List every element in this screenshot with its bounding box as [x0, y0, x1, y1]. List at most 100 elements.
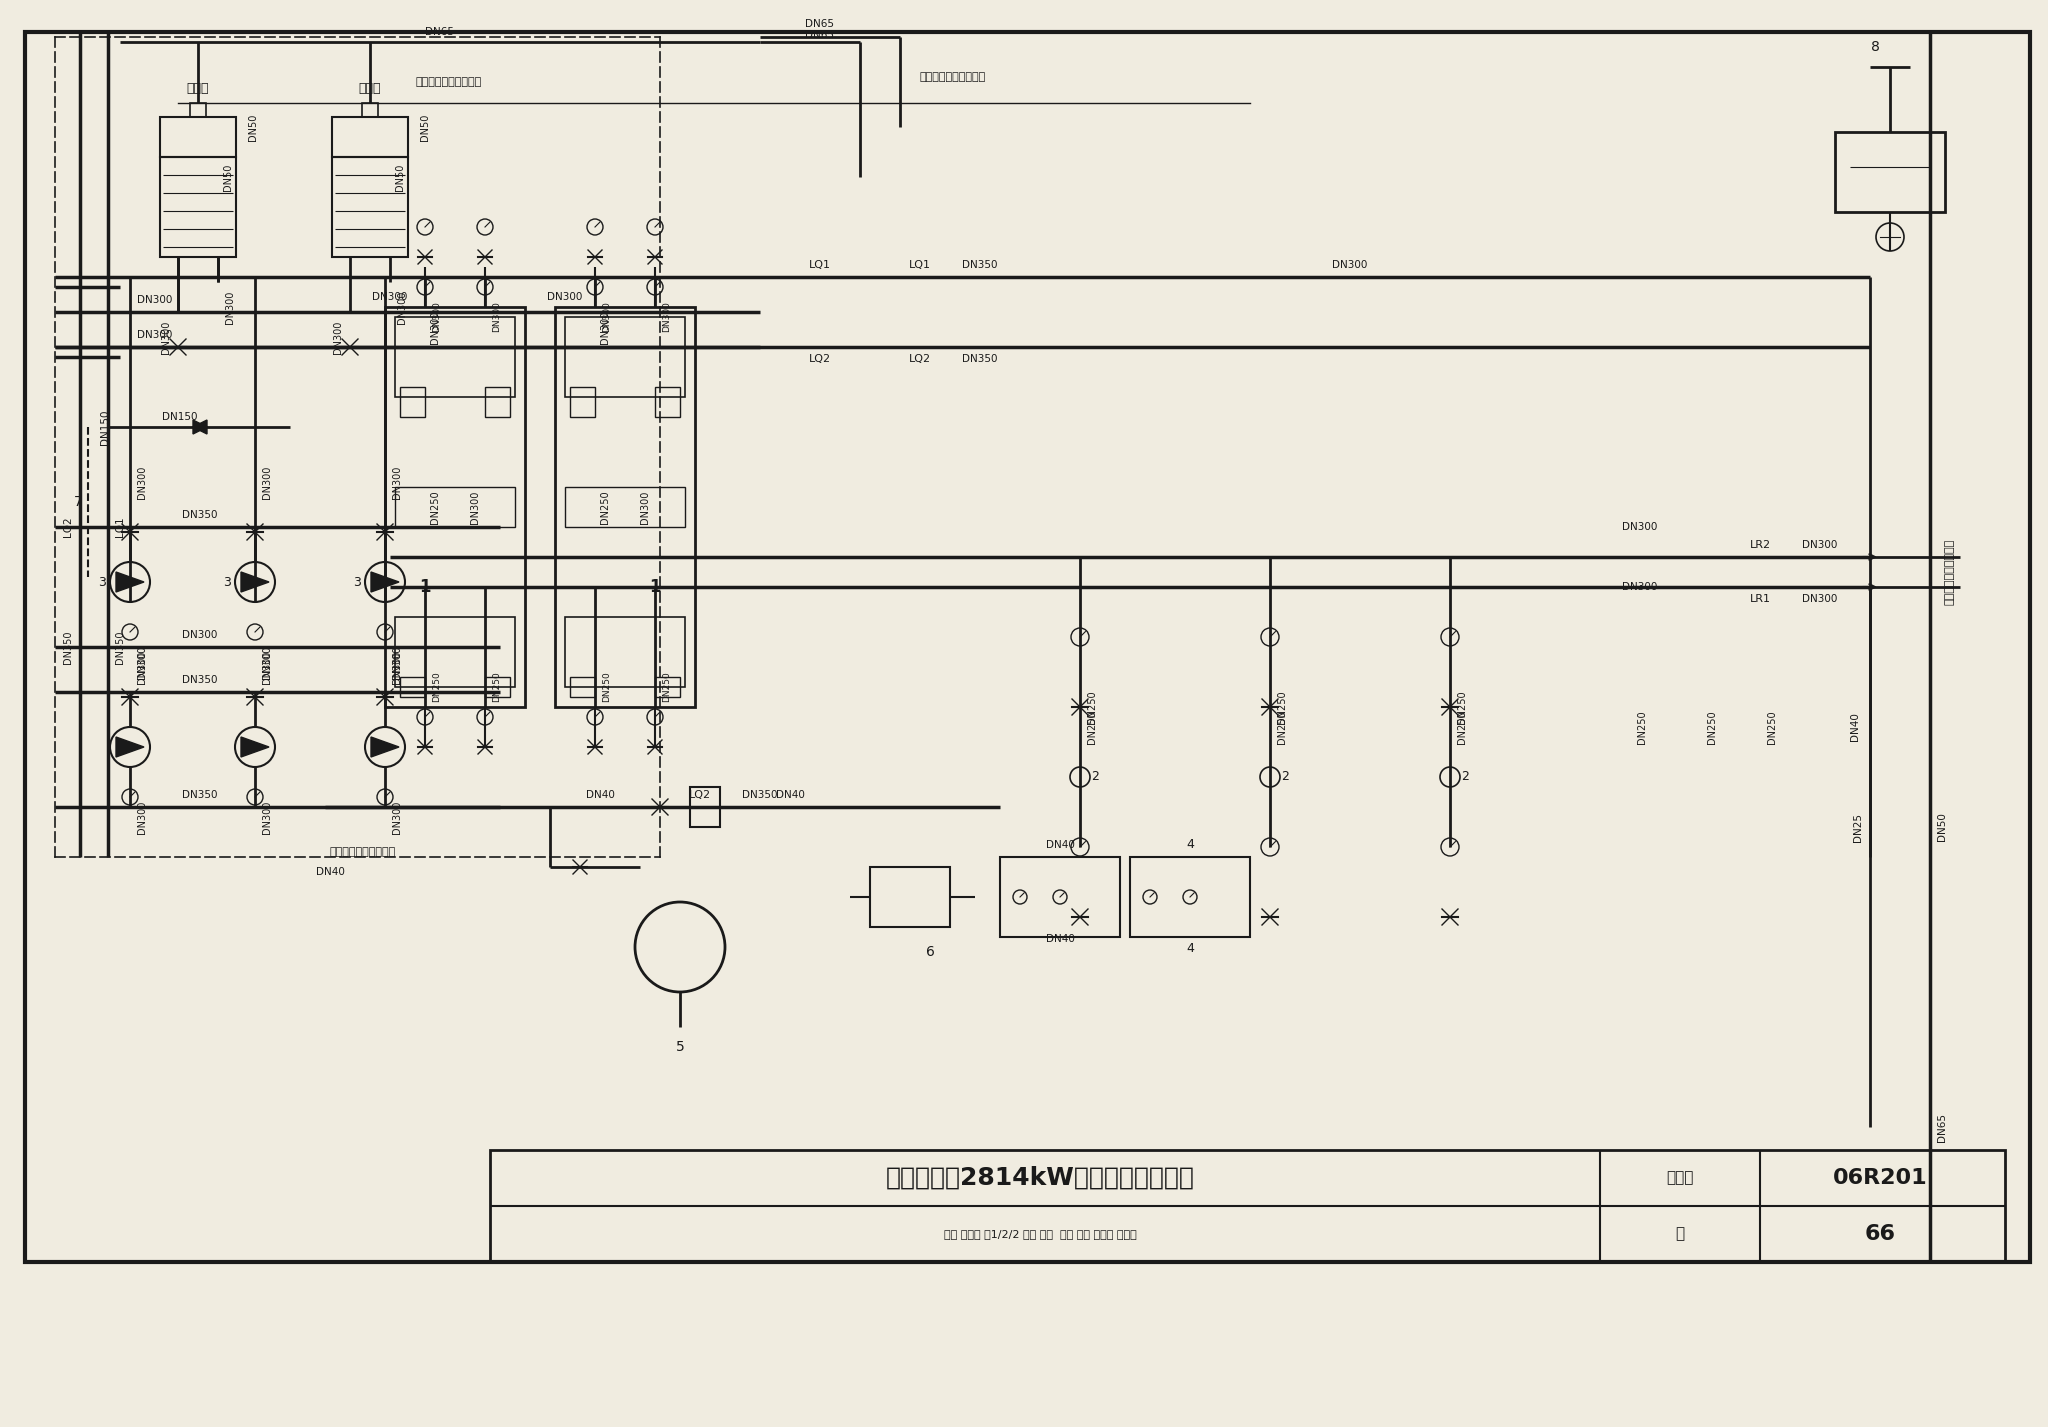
Text: DN40: DN40 — [1047, 935, 1075, 945]
Text: DN50: DN50 — [395, 163, 406, 191]
Text: DN300: DN300 — [391, 645, 401, 679]
Text: DN300: DN300 — [137, 295, 172, 305]
Bar — [655, 676, 680, 696]
Bar — [25, 31, 2030, 1261]
Text: DN350: DN350 — [182, 675, 217, 685]
Text: DN65: DN65 — [426, 27, 455, 37]
Bar — [160, 117, 236, 157]
Text: DN300: DN300 — [182, 629, 217, 639]
Bar — [1835, 133, 1946, 213]
Text: DN250: DN250 — [662, 672, 672, 702]
Text: DN350: DN350 — [182, 791, 217, 801]
Text: DN300: DN300 — [391, 651, 401, 684]
Text: DN150: DN150 — [162, 412, 199, 422]
Text: DN300: DN300 — [391, 801, 401, 833]
Text: 接至用户空调供回水管: 接至用户空调供回水管 — [1946, 539, 1956, 605]
Polygon shape — [371, 736, 399, 756]
Text: DN250: DN250 — [1636, 711, 1647, 743]
Bar — [569, 387, 596, 417]
Text: DN250: DN250 — [492, 672, 502, 702]
Text: DN50: DN50 — [248, 113, 258, 141]
Polygon shape — [242, 572, 268, 592]
Text: DN300: DN300 — [639, 491, 649, 524]
Text: 申核 王淑敏 日1/2/2 校对 徐翘  绿翘 设计 黄金龙 为金龙: 申核 王淑敏 日1/2/2 校对 徐翘 绿翘 设计 黄金龙 为金龙 — [944, 1229, 1137, 1239]
Bar — [485, 676, 510, 696]
Bar — [395, 616, 514, 686]
Text: LQ2: LQ2 — [809, 354, 831, 364]
Text: DN300: DN300 — [430, 310, 440, 344]
Text: DN25: DN25 — [1853, 812, 1864, 842]
Text: DN250: DN250 — [1767, 711, 1778, 743]
Text: DN50: DN50 — [223, 163, 233, 191]
Text: 4: 4 — [1186, 942, 1194, 956]
Bar — [569, 676, 596, 696]
Text: DN300: DN300 — [137, 645, 147, 679]
Text: 接自来水及侧流防止器: 接自来水及侧流防止器 — [330, 848, 395, 858]
Bar — [385, 307, 524, 706]
Bar — [565, 487, 684, 527]
Text: DN350: DN350 — [63, 631, 74, 664]
Text: 3: 3 — [352, 575, 360, 588]
Text: LQ1: LQ1 — [115, 517, 125, 538]
Text: DN300: DN300 — [137, 330, 172, 340]
Text: 66: 66 — [1864, 1224, 1896, 1244]
Bar — [655, 387, 680, 417]
Text: LQ2: LQ2 — [909, 354, 932, 364]
Text: DN250: DN250 — [432, 672, 442, 702]
Text: DN65: DN65 — [1937, 1113, 1948, 1142]
Bar — [160, 157, 236, 257]
Text: DN300: DN300 — [137, 465, 147, 498]
Text: DN300: DN300 — [162, 320, 170, 354]
Text: 1: 1 — [649, 578, 662, 596]
Text: DN40: DN40 — [1047, 841, 1075, 850]
Text: LQ1: LQ1 — [909, 260, 932, 270]
Text: 2: 2 — [1092, 771, 1100, 783]
Text: 1: 1 — [420, 578, 430, 596]
Polygon shape — [193, 420, 207, 434]
Polygon shape — [117, 572, 143, 592]
Bar — [332, 157, 408, 257]
Text: 06R201: 06R201 — [1833, 1169, 1927, 1189]
Text: DN300: DN300 — [262, 651, 272, 684]
Text: DN65: DN65 — [805, 19, 834, 29]
Text: DN65: DN65 — [805, 30, 834, 40]
Text: 3: 3 — [98, 575, 106, 588]
Bar — [485, 387, 510, 417]
Text: DN300: DN300 — [373, 293, 408, 303]
Text: DN300: DN300 — [137, 651, 147, 684]
Text: DN250: DN250 — [1706, 711, 1716, 743]
Text: DN300: DN300 — [262, 645, 272, 679]
Text: DN300: DN300 — [1333, 260, 1368, 270]
Text: 3: 3 — [223, 575, 231, 588]
Text: DN250: DN250 — [1087, 691, 1098, 723]
Bar — [999, 858, 1120, 938]
Text: LR2: LR2 — [1749, 539, 1772, 549]
Bar — [395, 317, 514, 397]
Bar — [1130, 858, 1249, 938]
Text: DN350: DN350 — [963, 260, 997, 270]
Text: DN40: DN40 — [1849, 712, 1860, 742]
Text: 接自来水及侧流防止器: 接自来水及侧流防止器 — [920, 71, 987, 81]
Bar — [870, 868, 950, 928]
Text: 总装机容量2814kW空调水系统流程图: 总装机容量2814kW空调水系统流程图 — [885, 1166, 1194, 1190]
Text: DN300: DN300 — [397, 290, 408, 324]
Text: DN300: DN300 — [1802, 594, 1837, 604]
Bar — [399, 387, 426, 417]
Text: 5: 5 — [676, 1040, 684, 1055]
Text: 8: 8 — [1870, 40, 1880, 54]
Bar — [690, 788, 721, 828]
Text: DN40: DN40 — [315, 868, 344, 878]
Bar — [395, 487, 514, 527]
Text: 7: 7 — [74, 495, 82, 509]
Text: DN300: DN300 — [602, 301, 612, 332]
Text: DN40: DN40 — [776, 791, 805, 801]
Text: DN300: DN300 — [432, 301, 442, 332]
Text: 6: 6 — [926, 945, 934, 959]
Text: DN300: DN300 — [1622, 522, 1657, 532]
Bar — [362, 103, 379, 117]
Text: DN300: DN300 — [469, 491, 479, 524]
Text: LR1: LR1 — [1749, 594, 1772, 604]
Bar — [565, 616, 684, 686]
Text: DN250: DN250 — [430, 491, 440, 524]
Bar — [399, 676, 426, 696]
